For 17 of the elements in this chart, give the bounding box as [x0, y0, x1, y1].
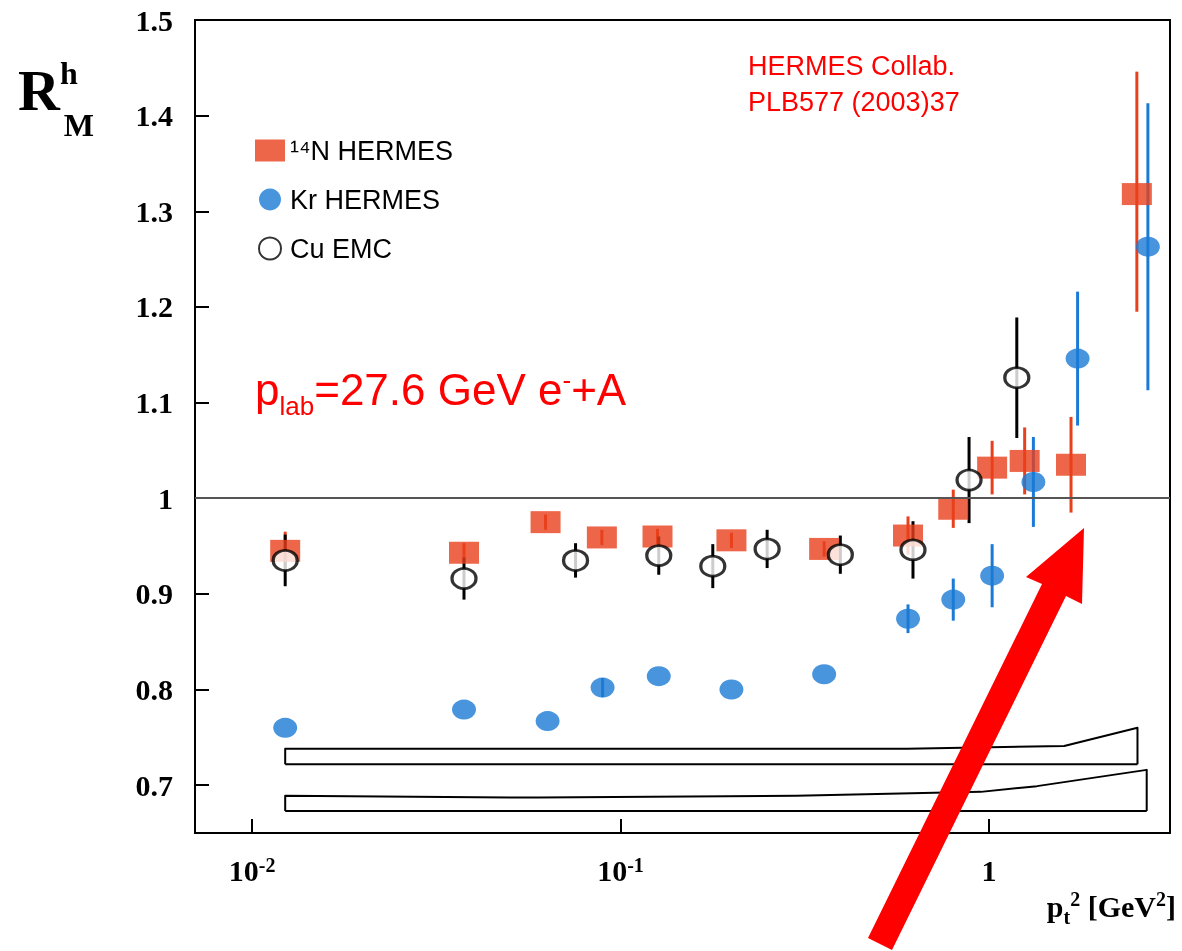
y-tick-label: 1 — [158, 481, 173, 515]
y-tick-label: 1.3 — [135, 194, 173, 228]
legend-label: Cu EMC — [290, 233, 393, 264]
y-tick-label: 1.1 — [135, 386, 173, 420]
x-tick-label: 1 — [981, 853, 997, 887]
y-tick-label: 1.2 — [135, 290, 173, 324]
x-axis-title: p$_{t}$$^{2}$ [GeV$^{2}$] — [1046, 888, 1176, 929]
annotation: HERMES Collab. — [748, 51, 956, 81]
legend-label: Kr HERMES — [290, 184, 441, 215]
y-tick-label: 0.8 — [135, 673, 173, 707]
y-tick-label: 1.5 — [135, 3, 173, 37]
y-tick-label: 1.4 — [135, 99, 173, 133]
annotation: PLB577 (2003)37 — [748, 87, 960, 117]
y-tick-label: 0.9 — [135, 577, 173, 611]
annotation: p$_{lab}$=27.6 GeV e$^{-}$+A — [255, 365, 627, 422]
legend-label: ¹⁴N HERMES — [290, 135, 454, 166]
y-tick-label: 0.7 — [135, 768, 173, 802]
